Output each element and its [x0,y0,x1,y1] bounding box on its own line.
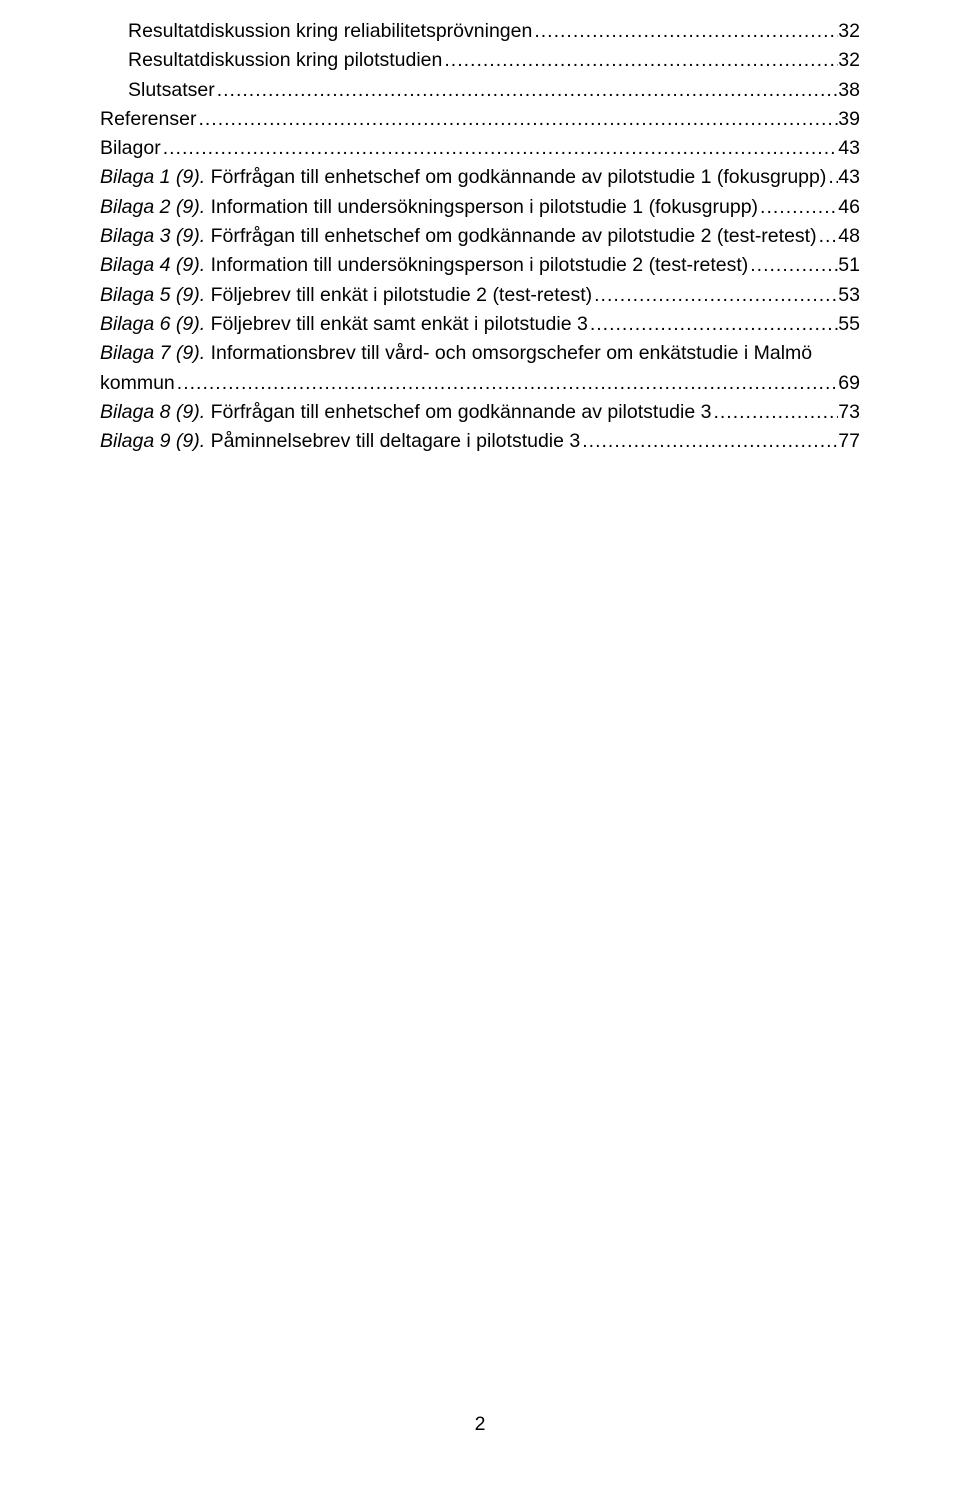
toc-entry-page: 39 [838,106,860,133]
toc-entry-label: Bilaga 1 (9). Förfrågan till enhetschef … [100,164,826,191]
toc-entry-label: Slutsatser [128,77,215,104]
toc-entry: Bilaga 1 (9). Förfrågan till enhetschef … [100,164,860,191]
toc-entry-page: 32 [838,18,860,45]
toc-entry-label: Referenser [100,106,196,133]
toc-entry-page: 48 [838,223,860,250]
toc-leader-dots [748,252,838,279]
toc-entry: Bilaga 9 (9). Påminnelsebrev till deltag… [100,428,860,455]
toc-entry: Bilaga 2 (9). Information till undersökn… [100,194,860,221]
toc-entry-page: 43 [838,164,860,191]
toc-entry-page: 38 [838,77,860,104]
toc-entry-page: 73 [838,399,860,426]
toc-entry: Referenser 39 [100,106,860,133]
toc-entry: Bilaga 8 (9). Förfrågan till enhetschef … [100,399,860,426]
toc-entry-label: Bilaga 3 (9). Förfrågan till enhetschef … [100,223,817,250]
toc-entry-label: Resultatdiskussion kring pilotstudien [128,47,442,74]
toc-leader-dots [532,18,838,45]
toc-entry: kommun 69 [100,370,860,397]
toc-entry: Slutsatser 38 [100,77,860,104]
toc-entry-page: 43 [838,135,860,162]
toc-entry-label: Bilaga 6 (9). Följebrev till enkät samt … [100,311,588,338]
toc-entry-page: 55 [838,311,860,338]
toc-leader-dots [826,164,838,191]
page-footer: 2 [0,1413,960,1436]
toc-entry-label: Bilaga 4 (9). Information till undersökn… [100,252,748,279]
toc-leader-dots [442,47,838,74]
table-of-contents: Resultatdiskussion kring reliabilitetspr… [100,18,860,455]
toc-entry-page: 32 [838,47,860,74]
toc-entry-label: Resultatdiskussion kring reliabilitetspr… [128,18,532,45]
page-number: 2 [475,1413,486,1435]
toc-leader-dots [758,194,838,221]
toc-entry: Resultatdiskussion kring reliabilitetspr… [100,18,860,45]
toc-entry-page: 46 [838,194,860,221]
toc-entry-page: 51 [838,252,860,279]
toc-entry-page: 69 [838,370,860,397]
toc-leader-dots [588,311,838,338]
toc-leader-dots [817,223,839,250]
toc-entry: Bilaga 7 (9). Informationsbrev till vård… [100,340,860,367]
toc-entry-label: Bilaga 7 (9). Informationsbrev till vård… [100,340,818,367]
toc-leader-dots [580,428,838,455]
toc-entry: Bilaga 5 (9). Följebrev till enkät i pil… [100,282,860,309]
toc-entry-page: 77 [838,428,860,455]
toc-entry: Resultatdiskussion kring pilotstudien 32 [100,47,860,74]
toc-entry: Bilaga 4 (9). Information till undersökn… [100,252,860,279]
toc-entry: Bilagor 43 [100,135,860,162]
toc-leader-dots [215,77,839,104]
toc-entry: Bilaga 3 (9). Förfrågan till enhetschef … [100,223,860,250]
toc-entry-label: Bilaga 9 (9). Påminnelsebrev till deltag… [100,428,580,455]
toc-leader-dots [175,370,839,397]
toc-entry-label: kommun [100,370,175,397]
toc-entry-label: Bilaga 5 (9). Följebrev till enkät i pil… [100,282,592,309]
toc-entry-label: Bilaga 2 (9). Information till undersökn… [100,194,758,221]
toc-entry-label: Bilagor [100,135,161,162]
toc-leader-dots [196,106,838,133]
toc-entry-label: Bilaga 8 (9). Förfrågan till enhetschef … [100,399,711,426]
toc-leader-dots [592,282,838,309]
toc-entry: Bilaga 6 (9). Följebrev till enkät samt … [100,311,860,338]
toc-leader-dots [711,399,838,426]
toc-leader-dots [161,135,839,162]
document-page: Resultatdiskussion kring reliabilitetspr… [0,0,960,1492]
toc-entry-page: 53 [838,282,860,309]
